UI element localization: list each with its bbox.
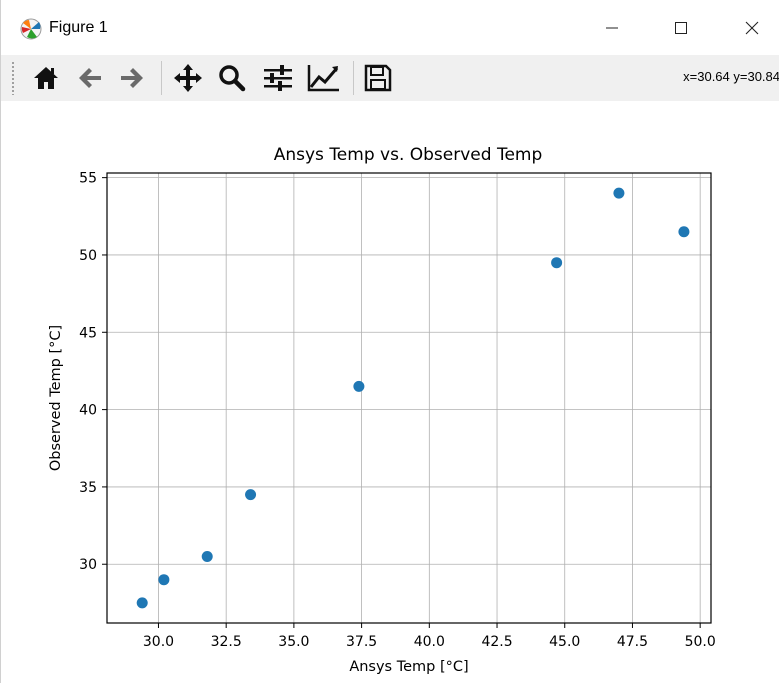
pan-button[interactable] xyxy=(169,59,207,97)
data-point xyxy=(245,489,257,501)
y-tick-label: 55 xyxy=(79,171,97,187)
data-point xyxy=(136,597,148,609)
close-button[interactable] xyxy=(729,12,775,44)
sliders-icon xyxy=(264,65,292,91)
x-tick-label: 30.0 xyxy=(143,634,174,650)
edit-axis-button[interactable] xyxy=(305,59,343,97)
window-title: Figure 1 xyxy=(49,19,108,36)
axes-frame xyxy=(106,172,712,624)
subplots-button[interactable] xyxy=(259,59,297,97)
data-point xyxy=(353,380,365,392)
data-point xyxy=(613,187,625,199)
x-tick-label: 47.5 xyxy=(617,634,648,650)
scatter-chart[interactable]: Ansys Temp vs. Observed Temp 30.0 32.5 35.… xyxy=(1,101,779,683)
x-tick-label: 50.0 xyxy=(685,634,716,650)
maximize-button[interactable] xyxy=(658,12,704,44)
toolbar-separator xyxy=(353,61,354,95)
grid-lines xyxy=(107,173,711,623)
x-axis-label: Ansys Temp [°C] xyxy=(349,659,468,675)
minimize-icon xyxy=(606,27,618,29)
y-tick-label: 50 xyxy=(79,248,97,264)
magnifier-icon xyxy=(219,65,246,92)
data-point xyxy=(551,257,563,269)
close-icon xyxy=(745,21,759,35)
arrow-left-icon xyxy=(79,68,101,88)
x-tick-label: 40.0 xyxy=(414,634,445,650)
home-icon xyxy=(34,67,58,89)
save-button[interactable] xyxy=(359,59,397,97)
x-tick-label: 37.5 xyxy=(346,634,377,650)
toolbar-separator xyxy=(161,61,162,95)
line-chart-icon xyxy=(307,65,339,92)
y-axis-label: Observed Temp [°C] xyxy=(48,325,64,471)
data-point xyxy=(201,551,213,563)
chart-title: Ansys Temp vs. Observed Temp xyxy=(274,145,543,165)
floppy-disk-icon xyxy=(364,64,392,92)
forward-button[interactable] xyxy=(113,59,151,97)
home-button[interactable] xyxy=(27,59,65,97)
data-point xyxy=(678,226,690,238)
y-tick-label: 45 xyxy=(79,325,97,341)
x-tick-label: 42.5 xyxy=(481,634,512,650)
data-points xyxy=(136,187,690,609)
cursor-coordinates: x=30.64 y=30.84 xyxy=(683,69,779,84)
maximize-icon xyxy=(675,22,687,34)
x-tick-label: 45.0 xyxy=(549,634,580,650)
matplotlib-app-icon xyxy=(19,17,43,41)
y-tick-label: 35 xyxy=(79,480,97,496)
x-tick-label: 35.0 xyxy=(278,634,309,650)
navigation-toolbar: x=30.64 y=30.84 xyxy=(1,55,779,101)
move-icon xyxy=(174,64,202,92)
data-point xyxy=(158,574,170,586)
figure-canvas[interactable]: Ansys Temp vs. Observed Temp 30.0 32.5 35.… xyxy=(1,101,779,683)
minimize-button[interactable] xyxy=(589,12,635,44)
arrow-right-icon xyxy=(121,68,143,88)
back-button[interactable] xyxy=(71,59,109,97)
y-tick-label: 30 xyxy=(79,557,97,573)
zoom-button[interactable] xyxy=(213,59,251,97)
title-bar: Figure 1 xyxy=(1,0,779,55)
toolbar-grip[interactable] xyxy=(11,61,15,95)
x-tick-label: 32.5 xyxy=(211,634,242,650)
y-tick-label: 40 xyxy=(79,403,97,419)
axis-ticks: 30.0 32.5 35.0 37.5 40.0 42.5 45.0 47.5 50.0 30 35… xyxy=(79,171,716,650)
